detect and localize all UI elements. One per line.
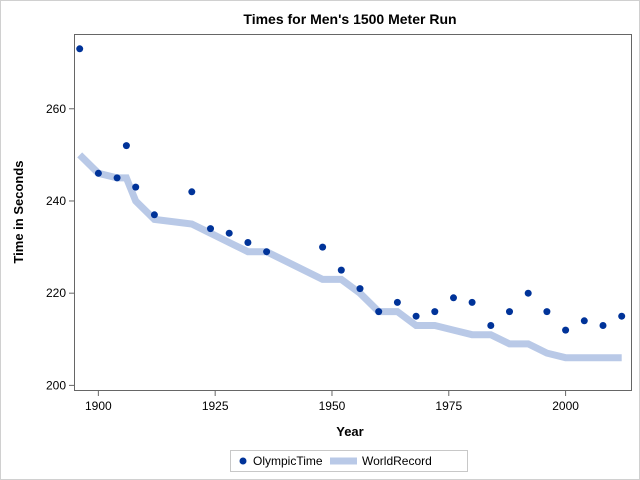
x-axis-label: Year <box>336 424 363 439</box>
olympictime-point <box>225 229 233 237</box>
x-tick-label: 2000 <box>552 399 579 413</box>
olympictime-point <box>506 308 513 316</box>
olympictime-series <box>76 45 626 334</box>
x-tick-label: 1950 <box>319 399 346 413</box>
olympictime-point <box>76 45 84 53</box>
x-tick-label: 1975 <box>435 399 462 413</box>
legend-label-olympictime: OlympicTime <box>253 454 323 468</box>
olympictime-point <box>207 225 214 233</box>
x-tick-label: 1925 <box>202 399 229 413</box>
olympictime-point <box>122 142 130 150</box>
y-tick-label: 260 <box>46 102 66 116</box>
legend-marker-olympictime <box>239 457 247 465</box>
olympictime-point <box>431 308 439 316</box>
olympictime-point <box>580 317 588 325</box>
olympictime-point <box>244 239 252 246</box>
olympictime-point <box>263 248 271 256</box>
olympictime-point <box>393 298 401 306</box>
olympictime-point <box>375 308 383 316</box>
olympictime-point <box>319 243 327 251</box>
olympictime-point <box>188 188 196 196</box>
olympictime-point <box>450 294 457 302</box>
olympictime-point <box>132 183 140 191</box>
olympictime-point <box>337 266 345 274</box>
y-tick-label: 240 <box>46 194 66 208</box>
worldrecord-series <box>77 152 622 362</box>
chart-title: Times for Men's 1500 Meter Run <box>243 11 456 27</box>
olympictime-point <box>543 308 551 316</box>
olympictime-point <box>412 312 420 320</box>
x-axis: 1900 1925 1950 1975 2000 <box>85 390 579 413</box>
olympictime-point <box>150 211 158 219</box>
y-axis: 200 220 240 260 <box>46 102 75 392</box>
y-tick-label: 220 <box>46 286 66 300</box>
legend: OlympicTime WorldRecord <box>230 450 468 472</box>
olympictime-point <box>94 169 102 177</box>
y-tick-label: 200 <box>46 378 66 392</box>
plot-area <box>74 34 632 391</box>
legend-label-worldrecord: WorldRecord <box>362 454 432 468</box>
olympictime-point <box>487 322 495 329</box>
olympictime-point <box>356 285 364 293</box>
olympictime-point <box>524 289 532 297</box>
olympictime-point <box>599 322 607 329</box>
x-tick-label: 1900 <box>85 399 112 413</box>
olympictime-point <box>113 174 121 182</box>
y-axis-label: Time in Seconds <box>11 160 26 263</box>
worldrecord-line <box>77 152 622 362</box>
olympictime-point <box>618 312 626 320</box>
olympictime-point <box>562 326 570 334</box>
olympictime-point <box>468 298 476 306</box>
